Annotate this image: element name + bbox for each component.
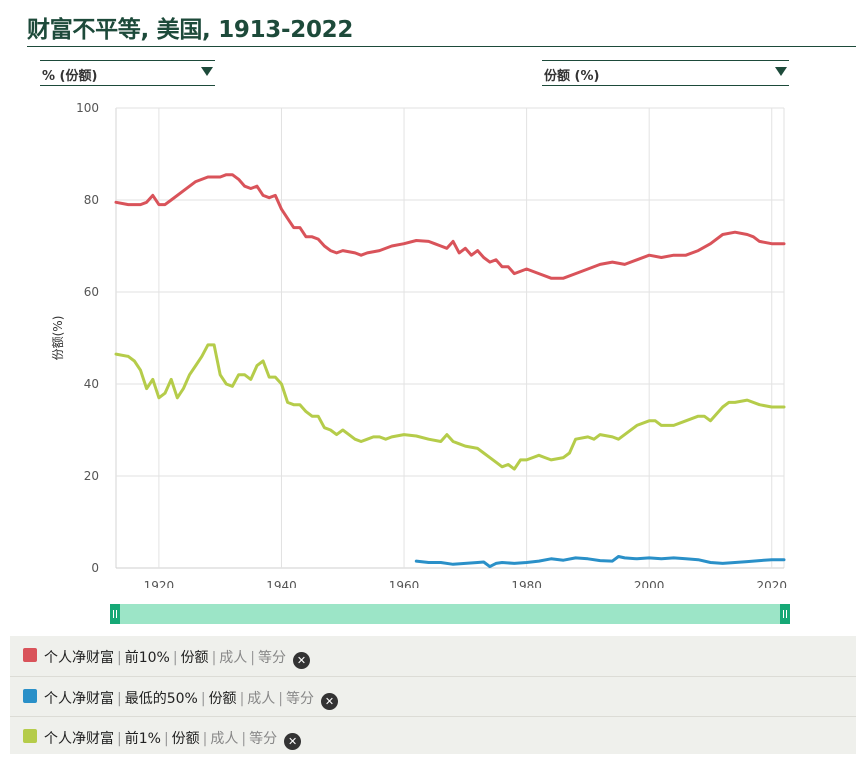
- range-slider-start-handle[interactable]: [110, 604, 120, 624]
- legend-swatch: [23, 689, 37, 703]
- chevron-down-icon: [775, 67, 787, 76]
- metric-dropdown-value: 份额 (%): [544, 69, 600, 84]
- y-tick-label: 40: [84, 377, 99, 391]
- x-tick-label: 1940: [266, 579, 297, 588]
- legend-separator: |: [117, 650, 122, 666]
- metric-dropdown[interactable]: 份额 (%): [542, 60, 789, 86]
- legend-separator: |: [163, 731, 169, 747]
- legend-separator: |: [278, 691, 283, 707]
- chart-series: [114, 173, 786, 569]
- legend-measure: 份额: [180, 650, 209, 666]
- y-axis-title: 份额(%): [51, 316, 65, 361]
- legend-measure: 份额: [171, 731, 200, 747]
- legend-separator: |: [250, 650, 255, 666]
- legend-item: 个人净财富 | 前1% | 份额 | 成人 | 等分 ✕: [10, 716, 856, 756]
- legend-label: 个人净财富 | 前1% | 份额 | 成人 | 等分 ✕: [44, 728, 302, 750]
- legend-method: 等分: [249, 731, 278, 747]
- chart-grid: [115, 107, 785, 569]
- chart-ticks: 0 20 40 60 80 100 1920 1940 1960 1980 2000 2020: [76, 101, 787, 588]
- legend-swatch: [23, 729, 37, 743]
- legend-item: 个人净财富 | 前10% | 份额 | 成人 | 等分 ✕: [10, 636, 856, 675]
- legend-separator: |: [211, 650, 217, 666]
- legend-group: 前1%: [124, 731, 161, 747]
- legend-label: 个人净财富 | 最低的50% | 份额 | 成人 | 等分 ✕: [44, 688, 338, 710]
- legend-unit: 成人: [247, 691, 276, 707]
- title-divider: [27, 46, 856, 47]
- y-tick-label: 0: [91, 561, 99, 575]
- legend-dataset: 个人净财富: [44, 650, 114, 666]
- legend-label: 个人净财富 | 前10% | 份额 | 成人 | 等分 ✕: [44, 647, 310, 669]
- chevron-down-icon: [201, 67, 213, 76]
- legend-separator: |: [241, 731, 247, 747]
- legend-swatch: [23, 648, 37, 662]
- legend-item: 个人净财富 | 最低的50% | 份额 | 成人 | 等分 ✕: [10, 676, 856, 716]
- series-line-0: [114, 173, 786, 280]
- legend-method: 等分: [286, 691, 314, 707]
- y-tick-label: 20: [84, 469, 99, 483]
- x-tick-label: 1960: [389, 579, 420, 588]
- page-title: 财富不平等, 美国, 1913-2022: [27, 17, 354, 43]
- legend-dataset: 个人净财富: [44, 731, 114, 747]
- time-range-slider[interactable]: [110, 604, 790, 624]
- legend-unit: 成人: [219, 650, 248, 666]
- x-tick-label: 1980: [511, 579, 542, 588]
- line-chart: 0 20 40 60 80 100 1920 1940 1960 1980 2000 2020 份额(…: [51, 101, 787, 588]
- remove-series-close-icon[interactable]: ✕: [321, 693, 338, 710]
- legend-separator: |: [202, 731, 208, 747]
- legend-separator: |: [172, 650, 178, 666]
- remove-series-close-icon[interactable]: ✕: [293, 652, 310, 669]
- x-tick-label: 2020: [756, 579, 787, 588]
- series-legend: 个人净财富 | 前10% | 份额 | 成人 | 等分 ✕ 个人净财富 | 最低的50% | 份额 | 成人 | 等…: [10, 636, 856, 754]
- legend-measure: 份额: [208, 691, 237, 707]
- x-tick-label: 1920: [144, 579, 175, 588]
- series-line-1: [414, 555, 786, 569]
- legend-method: 等分: [258, 650, 286, 666]
- y-tick-label: 100: [76, 101, 99, 115]
- legend-separator: |: [239, 691, 245, 707]
- y-tick-label: 60: [84, 285, 99, 299]
- legend-separator: |: [117, 731, 122, 747]
- legend-group: 前10%: [124, 650, 170, 666]
- legend-dataset: 个人净财富: [44, 691, 114, 707]
- legend-group: 最低的50%: [124, 691, 198, 707]
- series-line-2: [114, 343, 786, 471]
- legend-unit: 成人: [210, 731, 239, 747]
- y-tick-label: 80: [84, 193, 99, 207]
- remove-series-close-icon[interactable]: ✕: [284, 733, 302, 750]
- unit-dropdown[interactable]: % (份额): [40, 60, 215, 86]
- unit-dropdown-value: % (份额): [42, 69, 98, 84]
- range-slider-track[interactable]: [110, 604, 790, 624]
- legend-separator: |: [200, 691, 206, 707]
- x-tick-label: 2000: [634, 579, 665, 588]
- legend-separator: |: [117, 691, 122, 707]
- range-slider-end-handle[interactable]: [780, 604, 790, 624]
